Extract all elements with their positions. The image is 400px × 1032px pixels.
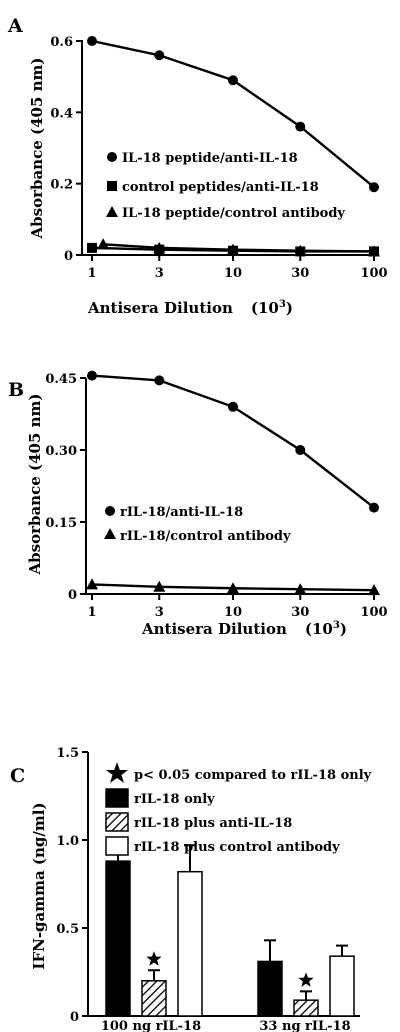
panel-b-data-point <box>228 401 238 412</box>
panel-a-x-axis-title: Antisera Dilution (103) <box>87 299 293 317</box>
panel-b-x-axis-title-text: Antisera Dilution <box>141 620 287 638</box>
panel-c-y-tick-label: 1.5 <box>56 746 79 761</box>
panel-a-data-point <box>154 50 165 61</box>
panel-b-y-tick-label: 0.15 <box>45 516 77 531</box>
panel-a-data-point <box>294 244 307 256</box>
panel-b-data-point <box>295 445 306 455</box>
panel-b-data-point <box>368 584 380 596</box>
panel-b-legend-label-1: rIL-18/anti-IL-18 <box>120 505 243 520</box>
panel-a-x-tick-label: 3 <box>155 266 164 281</box>
panel-a-y-tick-label: 0.6 <box>50 35 73 50</box>
panel-c-y-tick-label: 0 <box>70 1010 79 1025</box>
panel-a-x-tick-label: 100 <box>360 266 387 281</box>
panel-a-legend-square-icon <box>107 181 117 191</box>
panel-c-label: C <box>10 765 25 787</box>
panel-b-x-axis-title: Antisera Dilution (103) <box>141 620 347 638</box>
panel-a-x-tick-label: 10 <box>224 266 242 281</box>
panel-b-data-point <box>153 580 166 592</box>
panel-b-x-tick-label: 3 <box>155 605 164 620</box>
panel-a-chart: 0 0.2 0.4 0.6 1 3 10 30 100 Absorbance (405 nm)… <box>28 35 388 317</box>
panel-b-series-line-1 <box>91 374 375 509</box>
panel-b-x-tick-label: 1 <box>87 605 96 620</box>
panel-b-data-point <box>227 582 239 594</box>
panel-c-category-label-2: 33 ng rIL-18 <box>259 1019 350 1032</box>
panel-b-legend-circle-icon <box>105 506 115 516</box>
panel-c-legend-label-1: rIL-18 only <box>134 792 215 807</box>
panel-c-bar-1 <box>105 860 131 1017</box>
panel-a-legend-label-3: IL-18 peptide/control antibody <box>122 206 345 221</box>
panel-c-bar-1 <box>257 960 283 1017</box>
panel-a-y-axis-title: Absorbance (405 nm) <box>28 58 46 240</box>
panel-b-y-tick-label: 0.45 <box>45 372 77 387</box>
panel-c-legend-open-swatch <box>105 836 129 856</box>
panel-b-x-tick-label: 10 <box>224 605 242 620</box>
panel-b-x-tick-label: 30 <box>291 605 309 620</box>
panel-b-y-tick-label: 0 <box>68 588 77 603</box>
panel-c-legend-label-3: rIL-18 plus control antibody <box>134 840 340 855</box>
panel-a-y-tick-label: 0.2 <box>50 178 73 193</box>
panel-b-label: B <box>8 379 24 401</box>
panel-c-y-tick-label: 1.0 <box>56 834 79 849</box>
panel-a-data-point <box>295 121 306 132</box>
panel-c-y-tick-label: 0.5 <box>56 922 79 937</box>
panel-b-chart: 0 0.15 0.30 0.45 1 3 10 30 100 Absorbance (405 … <box>26 370 388 638</box>
panel-c-legend-hatched-swatch <box>105 812 129 832</box>
panel-c-chart: 0 0.5 1.0 1.5 IFN-gamma (ng/ml) 100 ng rIL-… <box>30 746 372 1032</box>
panel-a-label: A <box>7 15 23 37</box>
panel-c-legend-label-2: rIL-18 plus anti-IL-18 <box>134 816 292 831</box>
panel-c-legend-solid-swatch <box>105 788 129 808</box>
panel-c-y-axis-title: IFN-gamma (ng/ml) <box>30 802 48 969</box>
panel-c-significance-star-icon <box>298 972 314 987</box>
panel-b-y-axis-title: Absorbance (405 nm) <box>26 394 44 576</box>
panel-a-data-point <box>87 242 97 253</box>
panel-b-x-axis-unit-exp: 3 <box>333 620 340 631</box>
panel-c-bar-2 <box>141 980 167 1017</box>
panel-a-y-tick-label: 0.4 <box>50 106 73 121</box>
panel-c-significance-star-icon <box>146 951 162 966</box>
panel-c-bar-3 <box>177 870 203 1017</box>
panel-b-legend-label-2: rIL-18/control antibody <box>120 529 291 544</box>
panel-b-data-point <box>154 375 165 386</box>
panel-a-legend: IL-18 peptide/anti-IL-18 control peptide… <box>106 151 345 221</box>
panel-a-data-point <box>97 238 110 250</box>
panel-c-legend: p< 0.05 compared to rIL-18 only rIL-18 o… <box>105 762 372 856</box>
panel-a-x-tick-label: 30 <box>291 266 309 281</box>
panel-a-x-tick-label: 1 <box>87 266 96 281</box>
panel-b-legend: rIL-18/anti-IL-18 rIL-18/control antibod… <box>104 505 291 544</box>
panel-b-data-point <box>87 370 97 381</box>
panel-a-data-point <box>369 182 379 193</box>
panel-a-legend-label-1: IL-18 peptide/anti-IL-18 <box>122 151 298 166</box>
panel-a-legend-triangle-icon <box>106 206 118 217</box>
panel-a-x-axis-unit-exp: 3 <box>279 299 286 310</box>
panel-a-legend-circle-icon <box>107 152 117 162</box>
panel-b-x-axis-unit-close: ) <box>340 620 347 638</box>
panel-b-x-axis-unit: (10 <box>305 620 333 638</box>
panel-c-legend-note: p< 0.05 compared to rIL-18 only <box>134 768 372 783</box>
panel-c-bar-2 <box>293 999 319 1017</box>
panel-a-legend-label-2: control peptides/anti-IL-18 <box>122 180 319 195</box>
panel-a-data-point <box>228 75 238 86</box>
panel-b-x-tick-label: 100 <box>360 605 387 620</box>
panel-a-y-tick-label: 0 <box>64 249 73 264</box>
panel-c-bar-3 <box>329 955 355 1017</box>
panel-c-legend-star-icon <box>106 762 128 783</box>
panel-a-data-point <box>153 241 166 253</box>
panel-a-data-point <box>227 243 239 255</box>
panel-a-x-axis-unit: (10 <box>251 299 279 317</box>
panel-a-x-axis-unit-close: ) <box>286 299 293 317</box>
panel-b-data-point <box>294 583 307 595</box>
panel-b-data-point <box>369 502 379 513</box>
panel-a-x-axis-title-text: Antisera Dilution <box>87 299 233 317</box>
panel-b-y-tick-label: 0.30 <box>45 444 77 459</box>
panel-b-legend-triangle-icon <box>104 528 116 539</box>
panel-b-data-point <box>86 578 98 590</box>
panel-a-data-point <box>368 245 380 257</box>
panel-c-category-label-1: 100 ng rIL-18 <box>101 1019 201 1032</box>
panel-a-data-point <box>87 36 97 46</box>
